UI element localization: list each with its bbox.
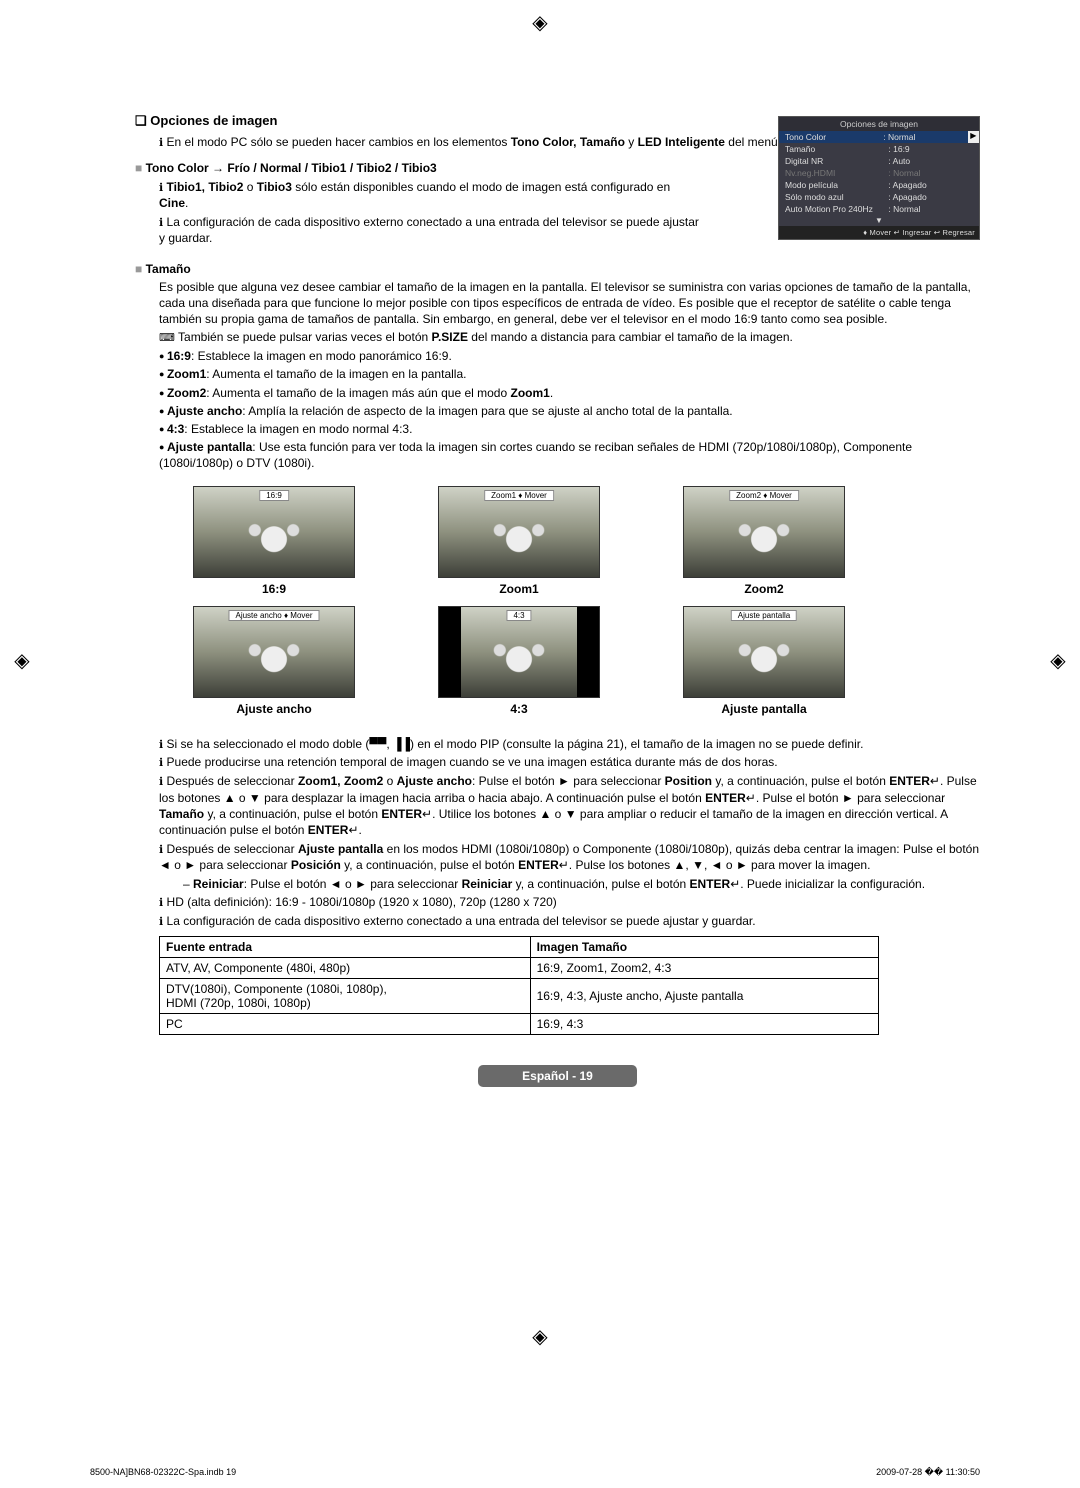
thumbnail: Zoom1 ♦ Mover Zoom1 <box>404 486 634 596</box>
sub-heading: Tamaño <box>135 261 980 277</box>
thumbnail: Ajuste ancho ♦ Mover Ajuste ancho <box>159 606 389 716</box>
page-number-badge: Español - 19 <box>478 1065 637 1087</box>
table-cell: ATV, AV, Componente (480i, 480p) <box>160 957 531 978</box>
list-item: 4:3: Establece la imagen en modo normal … <box>159 421 980 437</box>
osd-title: Opciones de imagen <box>779 117 979 131</box>
sub-note: – Reiniciar: Pulse el botón ◄ o ► para s… <box>183 876 980 892</box>
list-item: 16:9: Establece la imagen en modo panorá… <box>159 348 980 364</box>
note-icon: ℹ <box>159 137 163 149</box>
table-row: Fuente entrada Imagen Tamaño <box>160 936 879 957</box>
note-icon: ℹ <box>159 182 163 194</box>
table-header: Imagen Tamaño <box>530 936 878 957</box>
note: ℹ Si se ha seleccionado el modo doble (▀… <box>159 736 980 753</box>
table-header: Fuente entrada <box>160 936 531 957</box>
table-cell: DTV(1080i), Componente (1080i, 1080p), H… <box>160 978 531 1013</box>
thumb-caption: Zoom2 <box>649 582 879 596</box>
thumb-badge: 16:9 <box>259 490 289 501</box>
table-cell: PC <box>160 1013 531 1034</box>
osd-row: Tamaño: 16:9 <box>779 143 979 155</box>
osd-row: Tono Color : Normal ▶ <box>779 131 979 143</box>
table-cell: 16:9, Zoom1, Zoom2, 4:3 <box>530 957 878 978</box>
thumb-image: Ajuste ancho ♦ Mover <box>193 606 355 698</box>
thumb-caption: 4:3 <box>404 702 634 716</box>
osd-row: Auto Motion Pro 240Hz: Normal <box>779 203 979 215</box>
note-icon: ℹ <box>159 757 163 769</box>
table-row: ATV, AV, Componente (480i, 480p) 16:9, Z… <box>160 957 879 978</box>
thumb-image: Zoom2 ♦ Mover <box>683 486 845 578</box>
note: ℹ Después de seleccionar Zoom1, Zoom2 o … <box>159 773 980 838</box>
print-file: 8500-NA]BN68-02322C-Spa.indb 19 <box>90 1467 236 1478</box>
thumb-badge: Ajuste pantalla <box>731 610 797 621</box>
thumb-caption: Ajuste ancho <box>159 702 389 716</box>
list-item: Ajuste pantalla: Use esta función para v… <box>159 439 980 471</box>
sub-heading: Tono Color → Frío / Normal / Tibio1 / Ti… <box>135 160 675 176</box>
thumbnail: Zoom2 ♦ Mover Zoom2 <box>649 486 879 596</box>
print-timestamp: 2009-07-28 �� 11:30:50 <box>876 1467 980 1478</box>
table-cell: 16:9, 4:3 <box>530 1013 878 1034</box>
list-item: Ajuste ancho: Amplía la relación de aspe… <box>159 403 980 419</box>
note: ℹ La configuración de cada dispositivo e… <box>159 214 699 247</box>
note: ℹ Tibio1, Tibio2 o Tibio3 sólo están dis… <box>159 179 699 212</box>
thumbnail: 4:3 4:3 <box>404 606 634 716</box>
osd-footer: ♦ Mover ↵ Ingresar ↩ Regresar <box>779 226 979 239</box>
table-row: PC 16:9, 4:3 <box>160 1013 879 1034</box>
list-item: Zoom2: Aumenta el tamaño de la imagen má… <box>159 385 980 401</box>
thumb-caption: Zoom1 <box>404 582 634 596</box>
note: ℹ HD (alta definición): 16:9 - 1080i/108… <box>159 894 980 911</box>
list-item: Zoom1: Aumenta el tamaño de la imagen en… <box>159 366 980 382</box>
osd-label: Tono Color <box>785 132 883 142</box>
note: ℹ Después de seleccionar Ajuste pantalla… <box>159 841 980 874</box>
tip: ⌨ También se puede pulsar varias veces e… <box>159 329 980 346</box>
table-cell: 16:9, 4:3, Ajuste ancho, Ajuste pantalla <box>530 978 878 1013</box>
print-footer: 8500-NA]BN68-02322C-Spa.indb 19 2009-07-… <box>90 1467 980 1478</box>
thumbnail: 16:9 16:9 <box>159 486 389 596</box>
note-icon: ℹ <box>159 916 163 928</box>
osd-arrow-icon: ▶ <box>968 131 979 143</box>
note-icon: ℹ <box>159 897 163 909</box>
note: ℹ La configuración de cada dispositivo e… <box>159 913 980 930</box>
note-icon: ℹ <box>159 844 163 856</box>
note-icon: ℹ <box>159 217 163 229</box>
osd-scroll-down-icon: ▼ <box>779 215 979 226</box>
osd-preview: Opciones de imagen Tono Color : Normal ▶… <box>778 116 980 240</box>
osd-row: Nv.neg.HDMI: Normal <box>779 167 979 179</box>
thumb-image: Zoom1 ♦ Mover <box>438 486 600 578</box>
thumb-badge: Ajuste ancho ♦ Mover <box>228 610 319 621</box>
osd-row: Sólo modo azul: Apagado <box>779 191 979 203</box>
osd-value: : Normal <box>883 132 963 142</box>
thumb-caption: 16:9 <box>159 582 389 596</box>
note-icon: ℹ <box>159 776 163 788</box>
thumb-caption: Ajuste pantalla <box>649 702 879 716</box>
thumb-badge: Zoom1 ♦ Mover <box>484 490 554 501</box>
page-footer: Español - 19 <box>135 1065 980 1087</box>
thumb-image: 16:9 <box>193 486 355 578</box>
page: Opciones de imagen Tono Color : Normal ▶… <box>0 0 1080 1488</box>
thumb-image: Ajuste pantalla <box>683 606 845 698</box>
thumbnail-grid: 16:9 16:9 Zoom1 ♦ Mover Zoom1 Zoom2 ♦ Mo… <box>159 486 879 726</box>
table-row: DTV(1080i), Componente (1080i, 1080p), H… <box>160 978 879 1013</box>
remote-icon: ⌨ <box>159 332 175 344</box>
thumb-image: 4:3 <box>438 606 600 698</box>
source-table: Fuente entrada Imagen Tamaño ATV, AV, Co… <box>159 936 879 1035</box>
osd-row: Digital NR: Auto <box>779 155 979 167</box>
note: ℹ Puede producirse una retención tempora… <box>159 754 980 771</box>
note-icon: ℹ <box>159 739 163 751</box>
osd-row: Modo película: Apagado <box>779 179 979 191</box>
thumb-badge: Zoom2 ♦ Mover <box>729 490 799 501</box>
paragraph: Es posible que alguna vez desee cambiar … <box>159 279 980 328</box>
thumbnail: Ajuste pantalla Ajuste pantalla <box>649 606 879 716</box>
thumb-badge: 4:3 <box>506 610 531 621</box>
